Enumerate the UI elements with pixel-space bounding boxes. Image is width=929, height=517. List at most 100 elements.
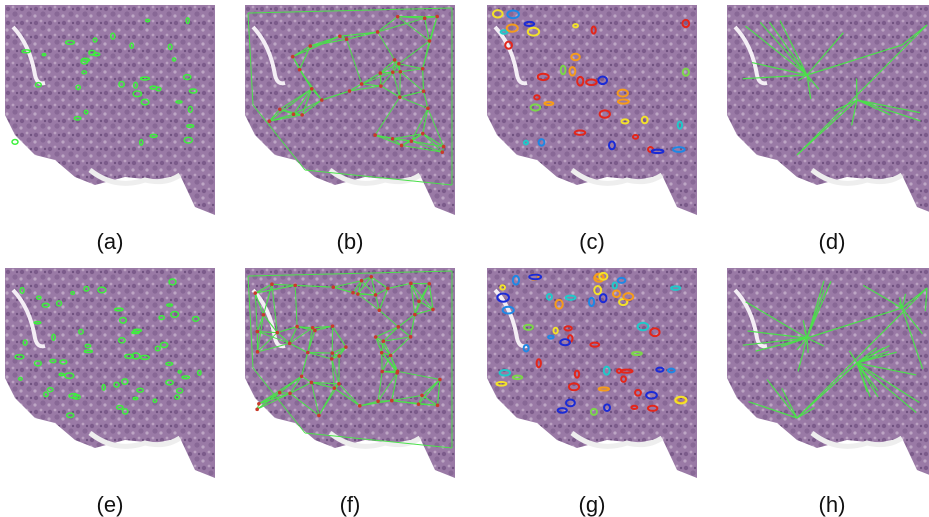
graph-node [378,308,382,312]
graph-node [426,107,430,111]
graph-node [338,34,342,38]
graph-node [436,404,440,408]
graph-node [256,350,260,354]
graph-node [358,404,362,408]
graph-node [293,284,297,288]
graph-node [295,325,299,329]
graph-node [382,339,386,343]
graph-node [255,408,259,412]
panel-caption: (a) [97,229,124,254]
graph-node [396,325,400,329]
graph-node [330,351,334,355]
graph-node [423,16,427,20]
nucleus-segment [12,140,18,145]
graph-node [268,119,272,123]
panel [487,268,697,478]
graph-node [337,354,341,358]
graph-node [379,71,383,75]
graph-node [438,378,442,382]
graph-node [395,371,399,375]
panel-caption: (c) [579,229,605,254]
panel [5,5,215,215]
graph-node [351,291,355,295]
graph-node [317,414,321,418]
graph-node [320,98,324,102]
graph-node [310,381,314,385]
graph-node [253,291,257,295]
graph-node [310,87,314,91]
graph-node [442,145,446,149]
graph-node [292,112,296,116]
graph-node [330,357,334,361]
graph-node [337,382,341,386]
graph-node [374,293,378,297]
graph-node [398,95,402,99]
panel [727,268,929,478]
graph-node [257,402,261,406]
graph-node [356,292,360,296]
graph-node [331,285,335,289]
graph-node [300,113,304,117]
graph-node [373,133,377,137]
graph-node [306,351,310,355]
graph-node [278,391,282,395]
graph-node [360,82,364,86]
panel-caption: (h) [819,492,846,517]
panel [5,268,215,478]
panel-caption: (e) [97,492,124,517]
graph-node [390,399,394,403]
graph-edge [308,353,333,354]
graph-node [440,150,444,154]
graph-node [278,108,282,112]
graph-node [275,331,279,335]
graph-node [413,313,417,317]
graph-node [435,15,439,19]
graph-node [410,139,414,143]
graph-node [333,386,337,390]
graph-edge [400,72,401,97]
graph-node [288,392,292,396]
graph-node [391,137,395,141]
graph-node [389,354,393,358]
graph-node [380,370,384,374]
figure: (a) (b) (c) (d) (e) (f) (g) (h) [0,0,929,517]
panel [727,5,929,215]
panel-caption: (b) [337,229,364,254]
graph-node [427,282,431,286]
panel-caption: (d) [819,229,846,254]
graph-node [369,275,373,279]
graph-node [331,324,335,328]
graph-node [400,144,404,148]
graph-node [298,68,302,72]
graph-node [422,89,426,93]
graph-node [417,299,421,303]
graph-node [379,84,383,88]
graph-node [360,279,364,283]
graph-node [397,62,401,66]
graph-node [300,374,304,378]
graph-node [396,15,400,19]
panel [487,5,697,215]
graph-edge [380,73,381,86]
graph-node [417,402,421,406]
panel-caption: (g) [579,492,606,517]
panel-caption: (f) [340,492,361,517]
graph-node [344,345,348,349]
graph-node [431,308,435,312]
graph-node [256,330,260,334]
graph-node [421,67,425,71]
graph-node [421,132,425,136]
graph-node [391,70,395,74]
graph-node [270,282,274,286]
graph-node [380,351,384,355]
tissue-image [727,5,929,215]
graph-node [262,313,266,317]
graph-node [291,55,295,59]
graph-node [311,326,315,330]
graph-node [428,39,432,43]
graph-node [345,37,349,41]
graph-node [308,44,312,48]
graph-node [386,287,390,291]
graph-node [313,329,317,333]
graph-node [409,335,413,339]
